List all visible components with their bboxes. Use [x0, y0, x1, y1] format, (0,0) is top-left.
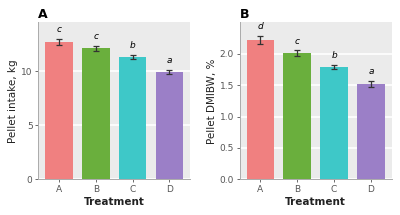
Text: B: B — [240, 8, 249, 21]
Bar — [156, 72, 183, 179]
X-axis label: Treatment: Treatment — [285, 197, 346, 207]
Text: a: a — [167, 56, 172, 65]
Text: A: A — [38, 8, 48, 21]
Bar — [82, 48, 110, 179]
Y-axis label: Pellet DMIBW, %: Pellet DMIBW, % — [207, 58, 217, 144]
Bar — [246, 40, 274, 179]
Text: b: b — [130, 41, 136, 50]
Text: c: c — [56, 25, 62, 34]
Bar — [357, 84, 385, 179]
Text: b: b — [331, 51, 337, 60]
Bar — [283, 53, 311, 179]
Text: c: c — [295, 37, 300, 46]
Text: c: c — [93, 32, 98, 41]
Y-axis label: Pellet intake, kg: Pellet intake, kg — [8, 59, 18, 143]
Bar — [45, 42, 73, 179]
Text: d: d — [258, 22, 263, 31]
Text: a: a — [368, 67, 374, 76]
Bar — [119, 57, 146, 179]
Bar — [320, 67, 348, 179]
X-axis label: Treatment: Treatment — [84, 197, 145, 207]
